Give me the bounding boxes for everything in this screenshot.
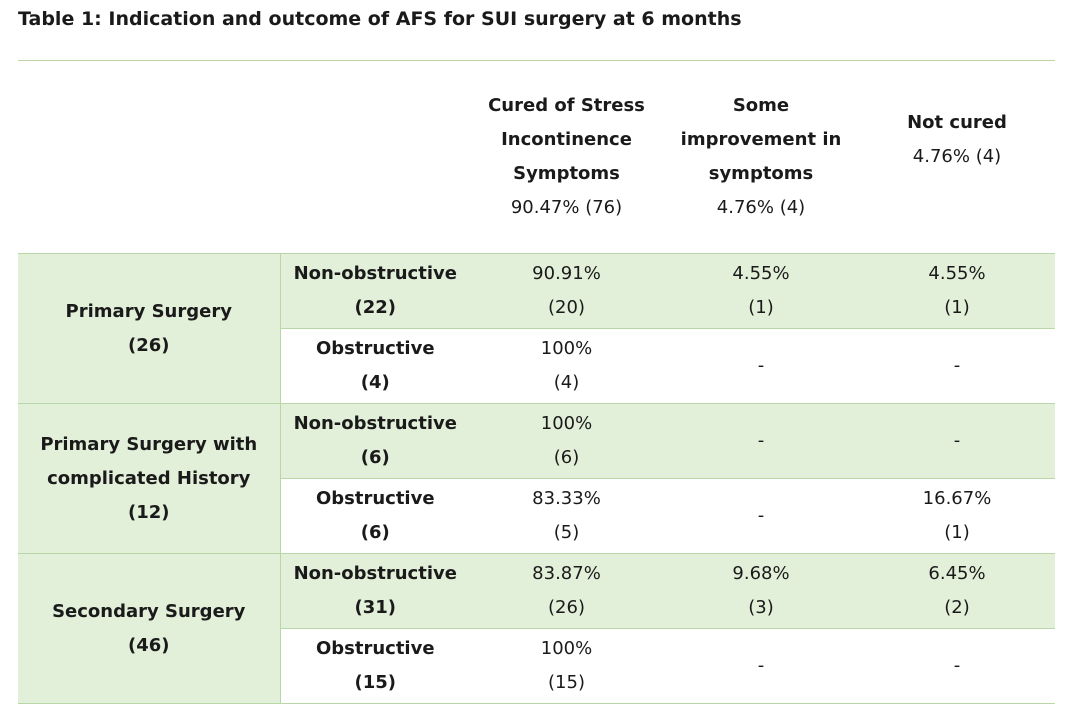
cell-percent: 6.45% (928, 563, 986, 584)
group-label-line: complicated History (47, 467, 251, 489)
header-cured-line: Symptoms (513, 163, 620, 184)
table-row: Secondary Surgery (46) Non-obstructive (… (18, 553, 1055, 704)
subgroup-label: Non-obstructive (6) (280, 403, 470, 479)
cell-count: (1) (748, 297, 774, 318)
subgroup-count: (22) (354, 297, 396, 318)
subgroup-label: Obstructive (4) (280, 328, 470, 404)
subgroup-name: Obstructive (315, 488, 435, 509)
cell-dash: - (953, 655, 961, 676)
table-row: Primary Surgery with complicated History… (18, 403, 1055, 554)
cell-percent: 16.67% (922, 488, 992, 509)
group-label-line: Primary Surgery with (40, 433, 258, 455)
table-row: Obstructive (4) 100% (4) - - (18, 328, 1055, 404)
subgroup-name: Non-obstructive (293, 263, 457, 284)
group-primary-surgery-complicated: Primary Surgery with complicated History… (18, 403, 281, 554)
cell-count: (20) (548, 297, 585, 318)
cell-percent: 4.55% (928, 263, 986, 284)
header-notcured-total: 4.76% (4) (912, 146, 1002, 167)
subgroup-name: Obstructive (315, 638, 435, 659)
cell-cured: 83.87% (26) (470, 553, 663, 629)
cell-count: (26) (548, 597, 585, 618)
cell-dash: - (953, 355, 961, 376)
cell-dash: - (757, 505, 765, 526)
cell-not-cured: - (859, 628, 1055, 704)
header-empty-sub (280, 60, 470, 254)
outcomes-table: Cured of Stress Incontinence Symptoms 90… (18, 60, 1055, 704)
cell-dash: - (757, 355, 765, 376)
cell-cured: 90.91% (20) (470, 253, 663, 329)
header-not-cured: Not cured 4.76% (4) (859, 60, 1055, 254)
cell-not-cured: - (859, 328, 1055, 404)
table-row: Primary Surgery (26) Non-obstructive (22… (18, 253, 1055, 404)
cell-count: (15) (548, 672, 585, 693)
cell-count: (1) (944, 297, 970, 318)
subgroup-label: Obstructive (6) (280, 478, 470, 554)
group-label-line: (12) (127, 501, 170, 523)
subgroup-label: Obstructive (15) (280, 628, 470, 704)
cell-percent: 90.91% (532, 263, 601, 284)
cell-count: (3) (748, 597, 774, 618)
cell-some-improvement: - (663, 328, 859, 404)
subgroup-count: (6) (360, 522, 390, 543)
header-cured-line: Cured of Stress (488, 95, 645, 116)
cell-some-improvement: - (663, 628, 859, 704)
cell-cured: 100% (4) (470, 328, 663, 404)
cell-percent: 4.55% (732, 263, 790, 284)
header-some-line: improvement in (680, 129, 842, 150)
header-empty-group (18, 60, 280, 254)
subgroup-count: (15) (354, 672, 396, 693)
group-label-line: Primary Surgery (65, 300, 232, 322)
cell-percent: 83.87% (532, 563, 601, 584)
subgroup-label: Non-obstructive (22) (280, 253, 470, 329)
cell-some-improvement: 4.55% (1) (663, 253, 859, 329)
subgroup-name: Non-obstructive (293, 413, 457, 434)
cell-count: (4) (553, 372, 580, 393)
cell-percent: 100% (540, 413, 593, 434)
cell-cured: 100% (6) (470, 403, 663, 479)
header-cured-total: 90.47% (76) (510, 197, 623, 218)
cell-cured: 100% (15) (470, 628, 663, 704)
group-primary-surgery: Primary Surgery (26) (18, 253, 281, 404)
group-secondary-surgery: Secondary Surgery (46) (18, 553, 281, 704)
header-cured-line: Incontinence (501, 129, 632, 150)
header-some-improvement: Some improvement in symptoms 4.76% (4) (663, 60, 859, 254)
cell-dash: - (757, 655, 765, 676)
header-some-total: 4.76% (4) (716, 197, 806, 218)
cell-count: (1) (944, 522, 970, 543)
header-some-line: symptoms (708, 163, 814, 184)
cell-percent: 9.68% (732, 563, 790, 584)
subgroup-label: Non-obstructive (31) (280, 553, 470, 629)
header-cured: Cured of Stress Incontinence Symptoms 90… (470, 60, 663, 254)
cell-not-cured: 6.45% (2) (859, 553, 1055, 629)
header-notcured-line: Not cured (907, 112, 1007, 133)
cell-count: (6) (553, 447, 580, 468)
cell-not-cured: 16.67% (1) (859, 478, 1055, 554)
header-row: Cured of Stress Incontinence Symptoms 90… (18, 60, 1055, 254)
cell-dash: - (757, 430, 765, 451)
cell-cured: 83.33% (5) (470, 478, 663, 554)
cell-percent: 100% (540, 638, 593, 659)
group-label-line: Secondary Surgery (52, 600, 246, 622)
cell-some-improvement: - (663, 478, 859, 554)
cell-dash: - (953, 430, 961, 451)
group-label-line: (26) (127, 334, 170, 356)
group-label-line: (46) (127, 634, 170, 656)
table-caption: Table 1: Indication and outcome of AFS f… (18, 8, 742, 30)
cell-percent: 83.33% (532, 488, 601, 509)
header-some-line: Some (732, 95, 790, 116)
cell-not-cured: - (859, 403, 1055, 479)
subgroup-name: Obstructive (315, 338, 435, 359)
subgroup-count: (4) (360, 372, 390, 393)
cell-count: (2) (944, 597, 970, 618)
cell-some-improvement: - (663, 403, 859, 479)
subgroup-count: (31) (354, 597, 396, 618)
cell-not-cured: 4.55% (1) (859, 253, 1055, 329)
cell-some-improvement: 9.68% (3) (663, 553, 859, 629)
cell-count: (5) (553, 522, 580, 543)
subgroup-count: (6) (360, 447, 390, 468)
cell-percent: 100% (540, 338, 593, 359)
subgroup-name: Non-obstructive (293, 563, 457, 584)
